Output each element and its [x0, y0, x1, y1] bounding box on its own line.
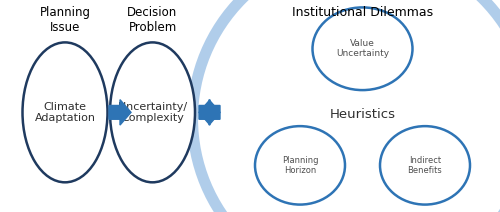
Text: Decision
Problem: Decision Problem	[128, 6, 178, 34]
Text: Planning
Horizon: Planning Horizon	[282, 156, 319, 175]
Text: Uncertainty/
Complexity: Uncertainty/ Complexity	[118, 102, 187, 123]
FancyArrow shape	[199, 100, 220, 125]
Text: Climate
Adaptation: Climate Adaptation	[34, 102, 96, 123]
Ellipse shape	[22, 42, 107, 182]
Ellipse shape	[380, 126, 470, 205]
Text: Heuristics: Heuristics	[330, 108, 396, 121]
Ellipse shape	[255, 126, 345, 205]
Text: Planning
Issue: Planning Issue	[40, 6, 90, 34]
Text: Indirect
Benefits: Indirect Benefits	[408, 156, 442, 175]
Text: Institutional Dilemmas: Institutional Dilemmas	[292, 6, 433, 19]
Ellipse shape	[312, 7, 412, 90]
Text: Value
Uncertainty: Value Uncertainty	[336, 39, 389, 59]
FancyArrow shape	[109, 100, 131, 125]
FancyArrow shape	[199, 100, 220, 125]
Ellipse shape	[110, 42, 195, 182]
